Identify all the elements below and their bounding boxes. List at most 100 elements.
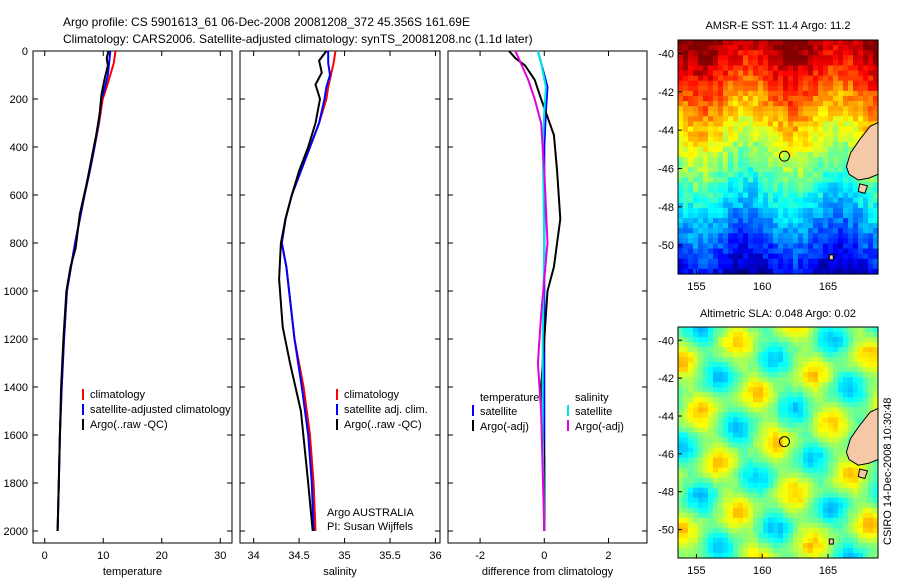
sla-map-cell: [838, 407, 844, 413]
sst-map-cell: [708, 238, 714, 245]
sst-map-cell: [723, 182, 729, 189]
sla-map-cell: [783, 452, 789, 459]
sst-map-cell: [768, 207, 774, 214]
sst-map-cell: [758, 202, 764, 209]
sst-map-cell: [833, 218, 839, 224]
sst-map-cell: [698, 248, 704, 255]
sla-map-cell: [763, 427, 769, 434]
sst-map-cell: [833, 55, 839, 61]
sla-map-cell: [718, 372, 724, 378]
sla-map-cell: [873, 517, 879, 524]
sst-map-cell: [728, 95, 734, 102]
sla-map-cell: [788, 482, 794, 489]
sst-map-cell: [748, 101, 754, 107]
sla-map-cell: [813, 442, 819, 449]
sla-map-cell: [858, 347, 864, 353]
sst-map-cell: [758, 258, 764, 265]
sst-map-cell: [783, 141, 789, 148]
sst-map-cell: [773, 218, 779, 224]
sla-map-cell: [783, 412, 789, 418]
sst-map-cell: [818, 70, 824, 77]
sla-map-cell: [693, 502, 699, 509]
sla-map-cell: [728, 347, 734, 353]
sst-map-cell: [863, 233, 869, 239]
sst-map-cell: [823, 65, 829, 72]
sla-map-cell: [738, 532, 744, 539]
sla-map-cell: [743, 527, 749, 534]
sst-map-cell: [853, 268, 859, 275]
sst-map-cell: [718, 258, 724, 265]
sst-map-cell: [828, 268, 834, 275]
sla-map-cell: [753, 357, 759, 363]
salinity-xlabel: salinity: [323, 566, 357, 578]
sla-map-cell: [783, 487, 789, 494]
sla-map-cell: [848, 482, 854, 489]
sla-map-cell: [703, 397, 709, 403]
sst-map-cell: [873, 187, 879, 194]
sst-map-cell: [733, 167, 739, 173]
sla-map-cell: [703, 532, 709, 539]
sla-map-cell: [838, 432, 844, 439]
sla-map-cell: [843, 512, 849, 519]
sst-map-cell: [698, 141, 704, 148]
sst-map-cell: [778, 202, 784, 209]
sst-map-cell: [728, 151, 734, 158]
sst-map-cell: [753, 177, 759, 184]
sla-map-cell: [743, 352, 749, 358]
sla-map-cell: [848, 522, 854, 529]
sst-map-cell: [828, 50, 834, 56]
sst-map-cell: [678, 75, 684, 82]
sla-map-cell: [808, 482, 814, 489]
sla-map-cell: [718, 452, 724, 459]
sla-map-cell: [713, 442, 719, 449]
sst-map-cell: [698, 157, 704, 163]
sla-map-cell: [858, 492, 864, 499]
sla-map-cell: [828, 387, 834, 393]
sst-map-cell: [798, 192, 804, 199]
sla-map-cell: [763, 332, 769, 338]
sla-map-cell: [803, 502, 809, 509]
depth-tick-label: 1000: [4, 286, 28, 298]
sla-map-cell: [688, 447, 694, 454]
sst-map-cell: [798, 157, 804, 163]
sla-map-cell: [758, 362, 764, 368]
sla-map-cell: [823, 502, 829, 509]
sst-map-auckland-island: [828, 254, 834, 261]
sla-map-cell: [808, 332, 814, 338]
sla-map-cell: [818, 422, 824, 429]
sst-map-cell: [773, 90, 779, 97]
sst-map-cell: [788, 187, 794, 194]
sst-map-cell: [708, 101, 714, 107]
sst-map-cell: [733, 95, 739, 102]
sla-map-cell: [843, 452, 849, 459]
sst-map-cell: [778, 253, 784, 260]
sla-map-cell: [808, 532, 814, 539]
sla-map-cell: [773, 432, 779, 439]
sla-map-cell: [698, 432, 704, 439]
sst-map-cell: [728, 228, 734, 234]
sla-map-cell: [678, 492, 684, 499]
sla-map-cell: [728, 512, 734, 519]
sla-map-cell: [743, 407, 749, 413]
sst-map-cell: [803, 50, 809, 56]
sst-map-cell: [798, 116, 804, 122]
sla-map-cell: [788, 447, 794, 454]
sst-map-cell: [743, 157, 749, 163]
sst-map-cell: [743, 253, 749, 260]
sst-map-land: [845, 121, 879, 181]
sst-map-cell: [698, 146, 704, 153]
sst-map-cell: [733, 136, 739, 143]
sla-map-cell: [848, 392, 854, 398]
sla-map-cell: [678, 432, 684, 439]
sst-map-cell: [698, 253, 704, 260]
sst-map-cell: [688, 60, 694, 67]
sla-map-cell: [743, 492, 749, 499]
sla-map-cell: [833, 492, 839, 499]
sst-map-cell: [793, 172, 799, 178]
sla-map-cell: [753, 492, 759, 499]
sst-map-cell: [733, 228, 739, 234]
sst-map-cell: [858, 60, 864, 67]
sla-map-cell: [738, 467, 744, 474]
sla-map-cell: [688, 427, 694, 434]
